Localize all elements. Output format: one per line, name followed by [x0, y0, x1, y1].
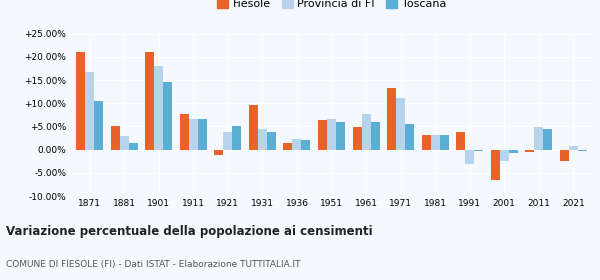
- Bar: [163, 82, 172, 150]
- Text: COMUNE DI FIESOLE (FI) - Dati ISTAT - Elaborazione TUTTITALIA.IT: COMUNE DI FIESOLE (FI) - Dati ISTAT - El…: [6, 260, 301, 269]
- Bar: [267, 132, 276, 150]
- Bar: [283, 143, 292, 150]
- Bar: [198, 120, 207, 150]
- Bar: [509, 150, 518, 153]
- Bar: [214, 150, 223, 155]
- Bar: [111, 126, 120, 150]
- Legend: Fiesole, Provincia di FI, Toscana: Fiesole, Provincia di FI, Toscana: [212, 0, 451, 13]
- Bar: [336, 122, 345, 150]
- Bar: [422, 135, 431, 150]
- Bar: [353, 127, 362, 150]
- Bar: [578, 150, 587, 151]
- Bar: [258, 129, 267, 150]
- Bar: [560, 150, 569, 161]
- Bar: [440, 135, 449, 150]
- Bar: [405, 124, 414, 150]
- Bar: [76, 52, 85, 150]
- Bar: [145, 52, 154, 150]
- Bar: [534, 127, 543, 150]
- Bar: [292, 139, 301, 150]
- Bar: [396, 98, 405, 150]
- Text: Variazione percentuale della popolazione ai censimenti: Variazione percentuale della popolazione…: [6, 225, 373, 238]
- Bar: [474, 150, 483, 151]
- Bar: [249, 105, 258, 150]
- Bar: [180, 114, 189, 150]
- Bar: [456, 132, 465, 150]
- Bar: [500, 150, 509, 161]
- Bar: [318, 120, 327, 150]
- Bar: [371, 122, 380, 150]
- Bar: [525, 150, 534, 152]
- Bar: [431, 135, 440, 150]
- Bar: [223, 132, 232, 150]
- Bar: [569, 146, 578, 150]
- Bar: [387, 88, 396, 150]
- Bar: [362, 114, 371, 150]
- Bar: [491, 150, 500, 180]
- Bar: [465, 150, 474, 164]
- Bar: [301, 140, 310, 150]
- Bar: [129, 143, 138, 150]
- Bar: [232, 126, 241, 150]
- Bar: [94, 101, 103, 150]
- Bar: [189, 120, 198, 150]
- Bar: [85, 72, 94, 150]
- Bar: [543, 129, 552, 150]
- Bar: [120, 136, 129, 150]
- Bar: [327, 118, 336, 150]
- Bar: [154, 66, 163, 150]
